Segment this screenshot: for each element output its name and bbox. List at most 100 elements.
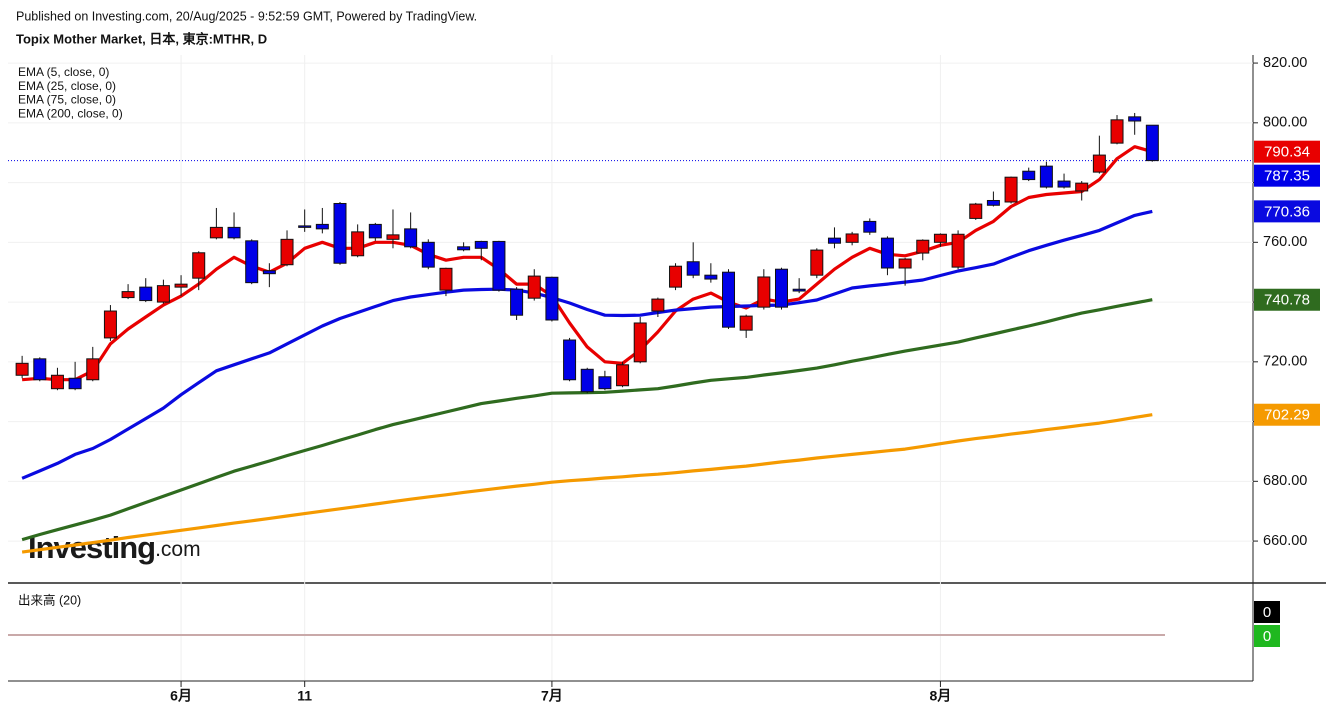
candle-body: [1004, 176, 1018, 203]
watermark: Investing.com: [28, 530, 201, 565]
candle-body: [704, 274, 718, 280]
legend-entry: EMA (200, close, 0): [18, 106, 123, 120]
candle-body: [898, 258, 912, 269]
price-label: 787.35: [1264, 168, 1310, 185]
legend-entry: EMA (5, close, 0): [18, 65, 109, 79]
candle-body: [315, 223, 329, 230]
candle-body: [298, 225, 312, 228]
candle-body: [1092, 154, 1106, 173]
candle-body: [527, 275, 541, 299]
y-tick-label: 660.00: [1263, 533, 1307, 549]
candle-body: [792, 288, 806, 292]
candle-body: [68, 377, 82, 390]
chart-title: Topix Mother Market, 日本, 東京:MTHR, D: [16, 31, 267, 46]
candle-body: [845, 233, 859, 243]
candle-body: [439, 267, 453, 291]
legend-entry: EMA (75, close, 0): [18, 93, 116, 107]
candle-body: [545, 276, 559, 321]
candle-body: [1075, 182, 1089, 192]
price-label-box: [1254, 288, 1320, 311]
candle-body: [669, 265, 683, 288]
candle-body: [386, 234, 400, 240]
price-label: 702.29: [1264, 407, 1310, 424]
volume-label: 0: [1263, 628, 1271, 645]
candle-body: [50, 374, 64, 390]
candle-body: [457, 246, 471, 251]
candle-body: [933, 233, 947, 243]
candle-body: [15, 362, 29, 376]
candle-body: [139, 286, 153, 302]
candle-body: [103, 310, 117, 339]
volume-label-box: [1254, 625, 1280, 647]
y-tick-label: 680.00: [1263, 473, 1307, 489]
candle-body: [1145, 124, 1159, 162]
candle-body: [174, 283, 188, 288]
candle-body: [1110, 119, 1124, 144]
candle-body: [969, 203, 983, 219]
volume-label: 0: [1263, 604, 1271, 621]
candle-body: [827, 237, 841, 244]
candle-body: [616, 364, 630, 387]
price-label: 740.78: [1264, 292, 1310, 309]
candle-body: [633, 322, 647, 363]
candle-body: [404, 228, 418, 248]
volume-label-box: [1254, 601, 1280, 623]
candle-body: [986, 199, 1000, 206]
ema-line: [21, 209, 1153, 480]
candle-body: [368, 223, 382, 239]
price-label-box: [1254, 164, 1320, 187]
candle-body: [33, 358, 47, 381]
candle-body: [510, 288, 524, 316]
candle-body: [209, 226, 223, 239]
candle-body: [810, 249, 824, 276]
candle-body: [651, 298, 665, 312]
candle-body: [492, 240, 506, 291]
y-tick-label: 760.00: [1263, 234, 1307, 250]
y-tick-label: 820.00: [1263, 55, 1307, 71]
price-label: 770.36: [1264, 203, 1310, 220]
x-tick-label: 6月: [170, 688, 192, 704]
price-label-box: [1254, 140, 1320, 163]
x-tick-label: 8月: [930, 688, 952, 704]
candle-body: [351, 231, 365, 257]
candle-body: [192, 252, 206, 279]
candle-body: [916, 239, 930, 254]
price-label-box: [1254, 403, 1320, 426]
candle-body: [951, 233, 965, 268]
published-note: Published on Investing.com, 20/Aug/2025 …: [16, 9, 477, 23]
candle-body: [156, 285, 170, 303]
legend-entry: EMA (25, close, 0): [18, 79, 116, 93]
candle-body: [1128, 116, 1142, 122]
candle-body: [86, 358, 100, 381]
candle-body: [1057, 180, 1071, 188]
watermark-suffix: .com: [155, 538, 201, 561]
candle-body: [739, 315, 753, 331]
candle-body: [1039, 165, 1053, 188]
price-label-box: [1254, 200, 1320, 223]
candle-body: [774, 268, 788, 308]
price-label: 790.34: [1264, 144, 1310, 161]
candle-body: [598, 376, 612, 390]
candle-body: [880, 237, 894, 269]
candle-body: [580, 368, 594, 393]
y-tick-label: 800.00: [1263, 115, 1307, 131]
candle-body: [227, 226, 241, 239]
candle-body: [121, 291, 135, 299]
candle-body: [280, 238, 294, 266]
candle-body: [421, 241, 435, 268]
candle-body: [245, 240, 259, 284]
candle-body: [262, 270, 276, 275]
volume-title: 出来高 (20): [18, 592, 81, 607]
y-tick-label: 720.00: [1263, 354, 1307, 370]
candle-body: [474, 240, 488, 249]
x-tick-label: 11: [297, 688, 312, 704]
ema-line: [21, 413, 1153, 554]
candle-body: [1022, 170, 1036, 181]
x-tick-label: 7月: [541, 688, 563, 704]
candle-body: [757, 276, 771, 308]
candle-body: [333, 202, 347, 264]
candle-body: [863, 220, 877, 233]
candle-body: [686, 261, 700, 276]
